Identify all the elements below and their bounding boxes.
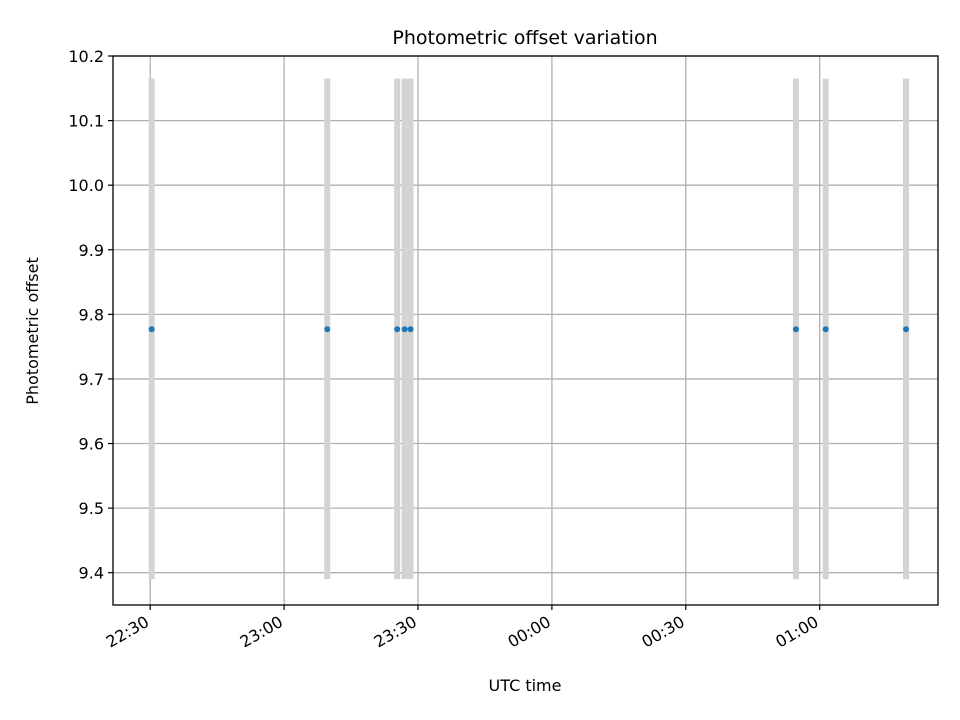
y-tick-label: 10.0 [68, 176, 104, 195]
data-point [792, 326, 799, 333]
data-point [903, 326, 910, 333]
y-axis-title: Photometric offset [23, 257, 42, 405]
y-tick-label: 10.2 [68, 47, 104, 66]
chart-title: Photometric offset variation [392, 27, 657, 49]
data-point [324, 326, 331, 333]
y-tick-label: 9.9 [79, 241, 104, 260]
x-axis-title: UTC time [489, 676, 562, 695]
data-point [394, 326, 401, 333]
data-point [148, 326, 155, 333]
point-layer [148, 326, 910, 333]
data-point [407, 326, 414, 333]
y-tick-label: 10.1 [68, 112, 104, 131]
y-tick-label: 9.4 [79, 564, 104, 583]
y-tick-label: 9.8 [79, 305, 104, 324]
data-point [822, 326, 829, 333]
y-tick-label: 9.6 [79, 435, 104, 454]
grid-layer [113, 55, 938, 605]
y-tick-label: 9.7 [79, 370, 104, 389]
plot-frame [112, 55, 939, 606]
y-tick-label: 9.5 [79, 499, 104, 518]
data-point [401, 326, 408, 333]
